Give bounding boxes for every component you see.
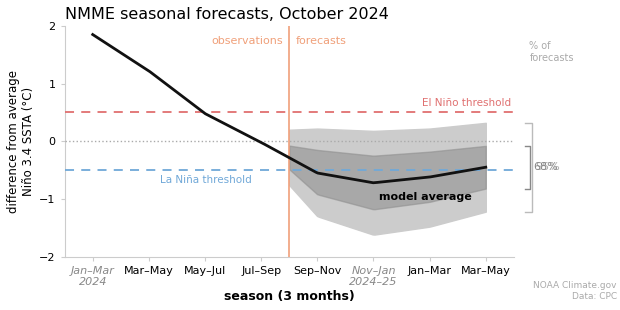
Y-axis label: difference from average
Niño 3.4 SSTA (°C): difference from average Niño 3.4 SSTA (°… <box>7 70 35 213</box>
Text: NMME seasonal forecasts, October 2024: NMME seasonal forecasts, October 2024 <box>64 7 389 22</box>
Text: NOAA Climate.gov
Data: CPC: NOAA Climate.gov Data: CPC <box>533 281 617 301</box>
Text: model average: model average <box>379 192 472 202</box>
Text: % of
forecasts: % of forecasts <box>529 41 574 63</box>
Text: observations: observations <box>211 36 283 46</box>
X-axis label: season (3 months): season (3 months) <box>224 290 355 303</box>
Text: 68%: 68% <box>533 162 558 172</box>
Text: forecasts: forecasts <box>296 36 347 46</box>
Text: La Niña threshold: La Niña threshold <box>160 175 252 185</box>
Text: 95%: 95% <box>536 162 560 172</box>
Text: El Niño threshold: El Niño threshold <box>422 98 511 108</box>
